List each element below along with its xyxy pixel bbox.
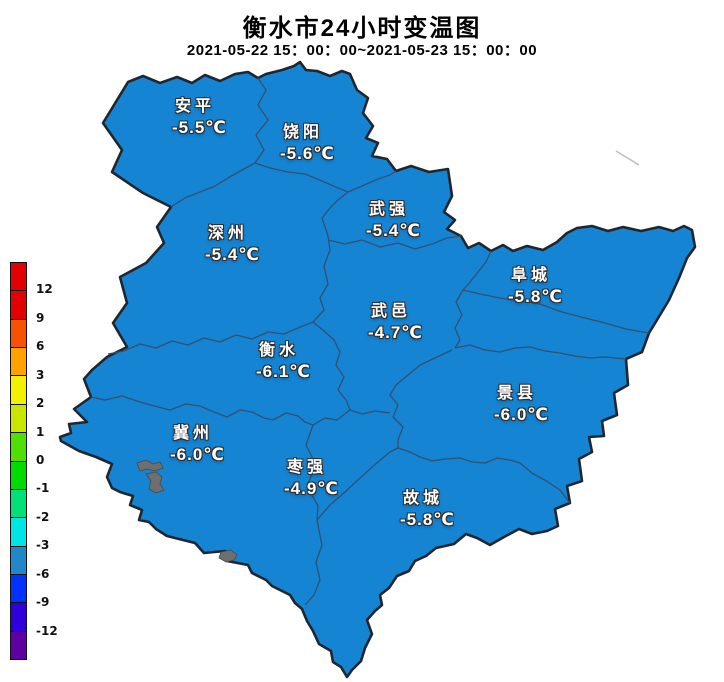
time-range: 2021-05-22 15：00：00~2021-05-23 15：00：00 <box>186 42 538 59</box>
legend-segment-3 <box>11 347 26 376</box>
district-temp: -5.6℃ <box>280 143 335 163</box>
border-wuyi-jingxian-south <box>454 344 627 360</box>
border-anping-shenzhou <box>170 162 256 208</box>
border-fucheng-jingxian <box>462 289 650 334</box>
district-name: 枣强 <box>287 459 328 476</box>
border-raoyang-wuqiang <box>347 170 397 193</box>
district-temp: -5.4℃ <box>205 244 260 264</box>
district-label-gucheng: 故城 -5.8℃ <box>400 490 455 529</box>
district-name: 阜城 <box>511 267 552 284</box>
border-zaoqiang-jingxian <box>389 349 453 448</box>
legend-segment-0 <box>11 263 26 291</box>
legend-tick-1: 1 <box>36 424 45 439</box>
legend-labels: 12 9 6 3 2 1 0 -1 -2 -3 -6 -9 -12 <box>36 262 70 660</box>
district-temp: -6.0℃ <box>170 444 225 464</box>
district-label-shenzhou: 深州 -5.4℃ <box>205 225 260 264</box>
lake-shape <box>218 549 238 563</box>
legend-tick--6: -6 <box>36 566 50 581</box>
district-name: 故城 <box>403 490 444 507</box>
border-wuqiang-wuyi <box>327 235 462 250</box>
border-raoyang-shenzhou <box>254 162 349 193</box>
legend-tick--1: -1 <box>36 481 50 496</box>
border-hengshui-jizhou-zaoqiang <box>90 395 391 426</box>
district-name: 景县 <box>497 385 538 402</box>
district-label-fucheng: 阜城 -5.8℃ <box>508 267 563 306</box>
border-zaoqiang-gucheng <box>316 447 399 521</box>
legend-color-bar <box>10 262 27 660</box>
legend-tick--2: -2 <box>36 509 50 524</box>
border-shenzhou-hengshui <box>107 321 314 355</box>
legend-segment-11 <box>11 573 26 603</box>
district-temp: -6.0℃ <box>494 404 549 424</box>
legend-segment-13 <box>11 630 26 660</box>
legend-segment-10 <box>11 545 26 574</box>
border-wuyi-jingxian-east <box>454 289 464 349</box>
legend-tick-0: 0 <box>36 453 45 467</box>
page-title: 衡水市24小时变温图 <box>242 15 482 42</box>
border-anping-raoyang <box>254 77 269 164</box>
district-name: 深州 <box>208 225 249 242</box>
district-temp: -5.8℃ <box>508 286 563 306</box>
lake-shapes <box>136 459 238 563</box>
border-wuyi-fucheng <box>462 250 492 291</box>
district-label-jizhou: 冀州 -6.0℃ <box>170 425 225 464</box>
border-shenzhou-east <box>312 191 349 323</box>
district-name: 安平 <box>175 98 216 115</box>
district-temp: -6.1℃ <box>256 361 311 381</box>
border-gucheng-north <box>397 447 571 504</box>
river-artifact <box>615 150 640 166</box>
district-label-anping: 安平 -5.5℃ <box>172 98 227 137</box>
legend-segment-6 <box>11 432 26 461</box>
legend-tick--9: -9 <box>36 595 50 610</box>
legend-segment-12 <box>11 602 26 631</box>
district-name: 饶阳 <box>283 124 324 141</box>
district-temp: -5.5℃ <box>172 117 227 137</box>
legend-segment-9 <box>11 517 26 546</box>
legend-tick-9: 9 <box>36 310 45 325</box>
legend-segment-1 <box>11 290 26 319</box>
legend-tick-3: 3 <box>36 367 45 382</box>
lake-shape <box>136 459 164 472</box>
district-name: 武强 <box>369 201 410 218</box>
district-temp: -4.7℃ <box>368 322 423 342</box>
lake-shape <box>145 471 165 494</box>
map-outline <box>58 60 697 679</box>
legend-tick--3: -3 <box>36 538 50 553</box>
district-label-jingxian: 景县 -6.0℃ <box>494 385 549 424</box>
district-label-hengshui: 衡水 -6.1℃ <box>256 342 311 381</box>
district-label-wuqiang: 武强 -5.4℃ <box>366 201 421 240</box>
district-name: 冀州 <box>173 425 214 442</box>
district-label-zaoqiang: 枣强 -4.9℃ <box>284 459 339 498</box>
district-label-raoyang: 饶阳 -5.6℃ <box>280 124 335 163</box>
legend-segment-2 <box>11 318 26 348</box>
district-temp: -4.9℃ <box>284 478 339 498</box>
border-hengshui-wuyi <box>312 321 351 411</box>
district-temp: -5.8℃ <box>400 509 455 529</box>
legend-tick-12: 12 <box>36 282 53 297</box>
district-temp: -5.4℃ <box>366 220 421 240</box>
legend-tick--12: -12 <box>36 623 58 638</box>
legend-tick-2: 2 <box>36 396 45 411</box>
district-name: 衡水 <box>259 342 300 359</box>
legend-segment-7 <box>11 460 26 489</box>
legend-segment-5 <box>11 403 26 433</box>
legend-segment-8 <box>11 488 26 518</box>
district-name: 武邑 <box>371 303 412 320</box>
legend-segment-4 <box>11 375 26 404</box>
district-borders <box>90 77 650 606</box>
legend-tick-6: 6 <box>36 339 45 354</box>
district-label-wuyi: 武邑 -4.7℃ <box>368 303 423 342</box>
